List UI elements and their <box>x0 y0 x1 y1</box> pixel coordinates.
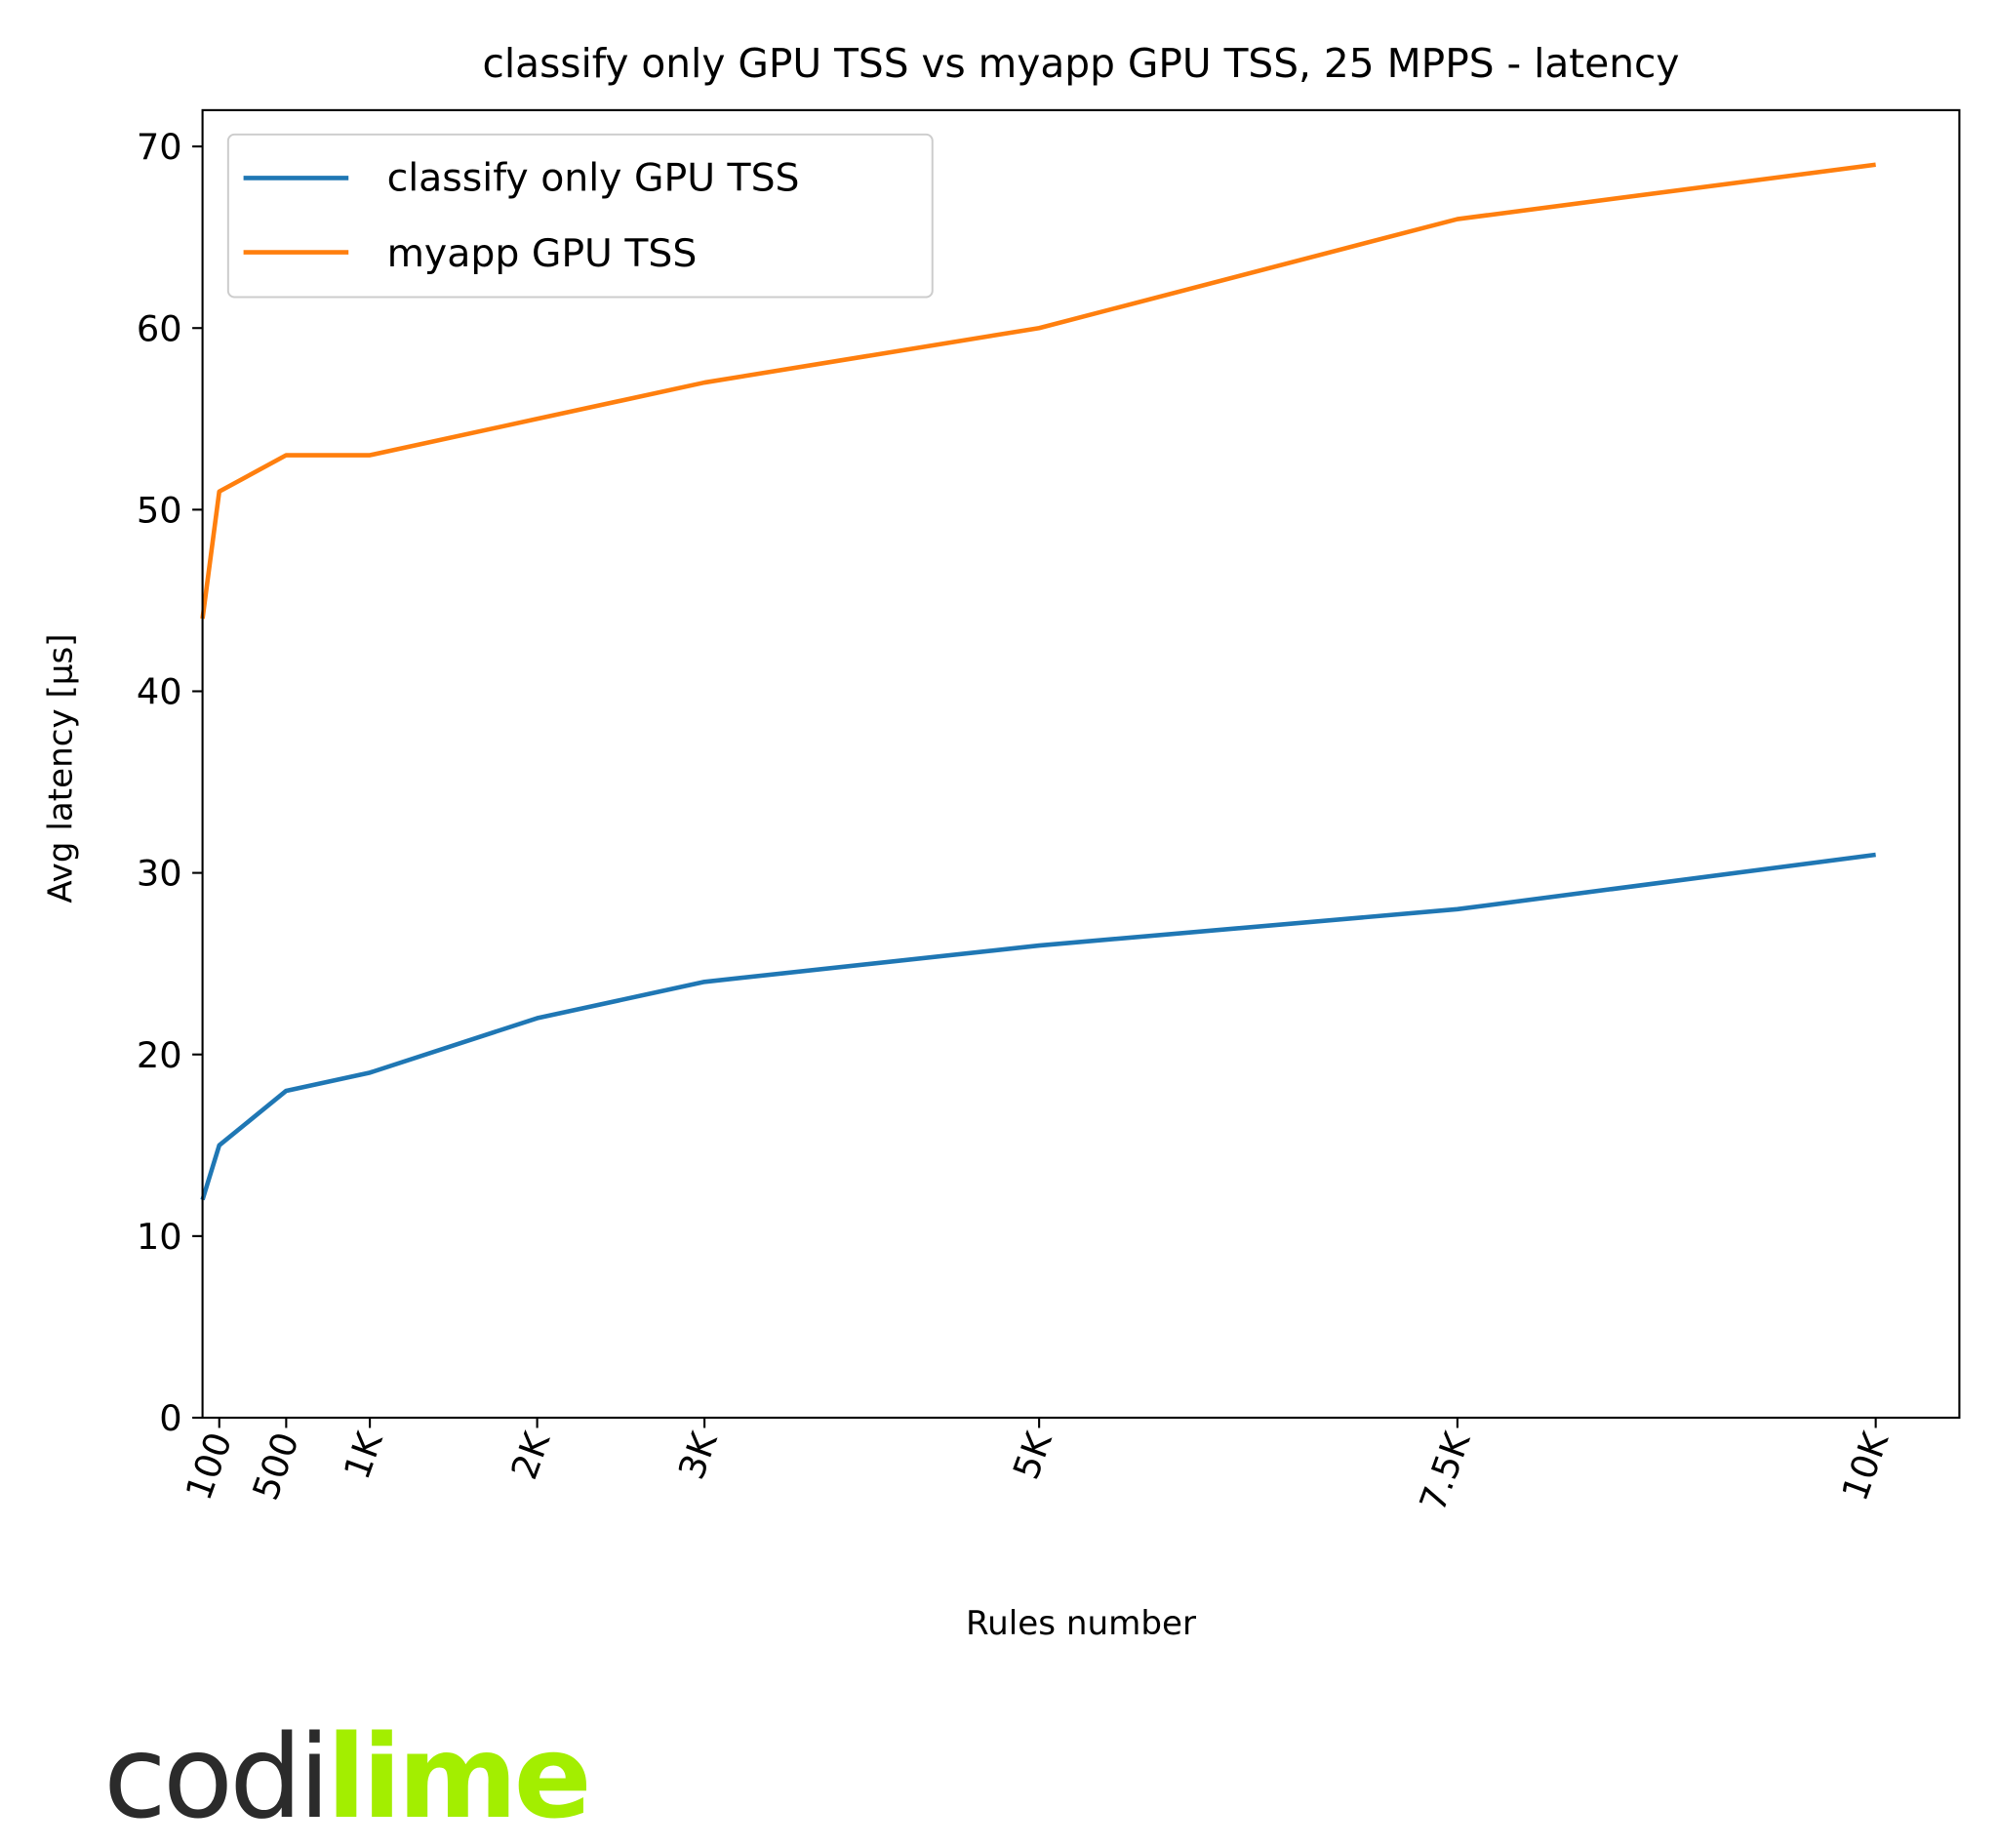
plot-frame <box>201 108 1961 1420</box>
x-axis-label: Rules number <box>966 1604 1197 1643</box>
y-tick-label: 40 <box>137 671 182 713</box>
y-tick-label: 10 <box>137 1216 182 1258</box>
x-tick-label: 5K <box>1005 1426 1060 1485</box>
legend: classify only GPU TSS myapp GPU TSS <box>226 133 934 299</box>
series-line-0 <box>200 852 1876 1201</box>
y-tick-label: 0 <box>159 1397 181 1439</box>
legend-label-classify: classify only GPU TSS <box>387 156 800 201</box>
y-tick-label: 60 <box>137 307 182 349</box>
x-tick-label: 1K <box>336 1426 391 1485</box>
x-tick-label: 500 <box>245 1426 307 1506</box>
y-tick-label: 30 <box>137 853 182 895</box>
chart-title: classify only GPU TSS vs myapp GPU TSS, … <box>483 40 1680 87</box>
x-tick-label: 100 <box>178 1426 240 1506</box>
y-tick-label: 20 <box>137 1034 182 1076</box>
x-tick-label: 10K <box>1834 1426 1898 1507</box>
codilime-logo: codilime <box>103 1709 592 1844</box>
y-tick-label: 70 <box>137 126 182 168</box>
y-tick-label: 50 <box>137 489 182 531</box>
x-tick-label: 7.5K <box>1412 1426 1479 1517</box>
series-line-1 <box>200 162 1876 620</box>
x-tick-label: 3K <box>670 1426 726 1485</box>
legend-label-myapp: myapp GPU TSS <box>387 231 698 276</box>
y-axis-label: Avg latency [µs] <box>42 633 81 903</box>
x-tick-label: 2K <box>503 1426 559 1485</box>
